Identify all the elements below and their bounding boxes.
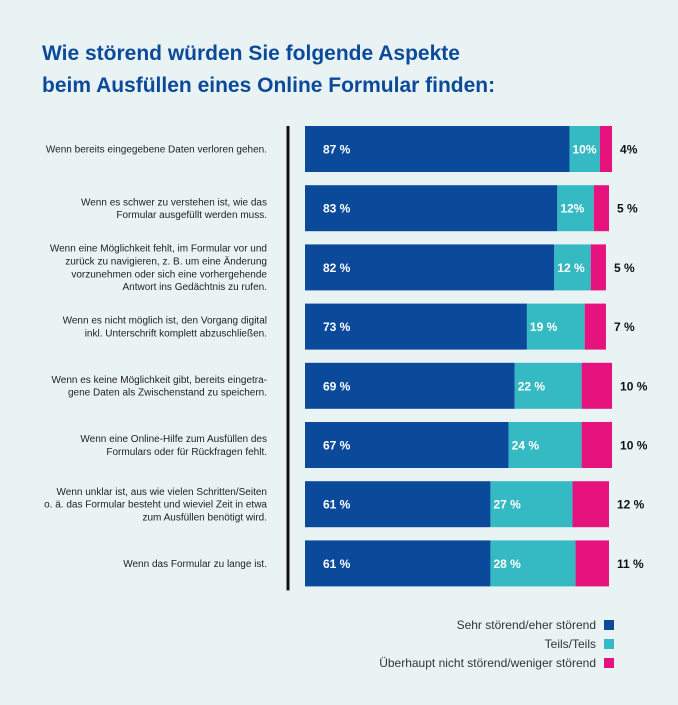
bar-sehr-2 bbox=[305, 185, 558, 232]
bar-ueberhaupt-1 bbox=[599, 126, 613, 172]
legend-swatch-teils bbox=[604, 639, 614, 649]
data-label-ueberhaupt-3: 5 % bbox=[614, 261, 635, 275]
legend-item-sehr: Sehr störend/eher störend bbox=[379, 616, 614, 634]
legend-swatch-sehr bbox=[604, 620, 614, 630]
legend-item-ueberhaupt: Überhaupt nicht störend/weniger störend bbox=[379, 654, 614, 672]
data-label-sehr-7: 61 % bbox=[323, 498, 351, 512]
data-label-teils-3: 12 % bbox=[557, 261, 585, 275]
category-label-5: Wenn es keine Möglichkeit gibt, bereits … bbox=[52, 375, 267, 399]
legend-item-teils: Teils/Teils bbox=[379, 635, 614, 653]
bar-teils-3 bbox=[554, 244, 591, 291]
bar-ueberhaupt-3 bbox=[590, 244, 606, 291]
category-label-7: Wenn unklar ist, aus wie vielen Schritte… bbox=[44, 487, 267, 524]
category-label-line: gene Daten als Zwischenstand zu speicher… bbox=[68, 388, 267, 399]
data-label-sehr-1: 87 % bbox=[323, 143, 351, 157]
data-label-ueberhaupt-5: 10 % bbox=[620, 379, 648, 393]
bar-ueberhaupt-2 bbox=[593, 185, 609, 232]
category-label-line: Formulars oder für Rückfragen fehlt. bbox=[106, 447, 267, 458]
stacked-bar-chart: Wenn bereits eingegebene Daten verloren … bbox=[44, 126, 648, 591]
bar-teils-1 bbox=[569, 126, 600, 172]
category-label-line: Wenn eine Online-Hilfe zum Ausfüllen des bbox=[80, 434, 267, 445]
bar-sehr-1 bbox=[305, 126, 570, 172]
bar-sehr-7 bbox=[305, 481, 491, 528]
category-label-line: Antwort ins Gedächtnis zu rufen. bbox=[122, 282, 267, 293]
bar-teils-6 bbox=[508, 422, 582, 468]
bar-teils-2 bbox=[557, 185, 594, 232]
data-label-sehr-6: 67 % bbox=[323, 439, 351, 453]
category-label-line: zum Ausfüllen benötigt wird. bbox=[142, 513, 267, 524]
chart-title-line-1: Wie störend würden Sie folgende Aspekte bbox=[42, 42, 460, 65]
legend-label-sehr: Sehr störend/eher störend bbox=[456, 618, 596, 632]
category-label-line: Wenn es keine Möglichkeit gibt, bereits … bbox=[52, 375, 267, 386]
bar-sehr-4 bbox=[305, 303, 527, 350]
bar-teils-7 bbox=[490, 481, 573, 528]
bar-ueberhaupt-6 bbox=[581, 422, 613, 468]
category-label-line: Wenn unklar ist, aus wie vielen Schritte… bbox=[57, 487, 267, 498]
bar-teils-5 bbox=[514, 362, 582, 409]
category-label-1: Wenn bereits eingegebene Daten verloren … bbox=[46, 145, 267, 156]
category-label-line: zurück zu navigieren, z. B. um eine Ände… bbox=[65, 256, 267, 268]
legend-swatch-ueberhaupt bbox=[604, 658, 614, 668]
category-label-6: Wenn eine Online-Hilfe zum Ausfüllen des… bbox=[80, 434, 267, 458]
bar-sehr-6 bbox=[305, 422, 509, 468]
legend-label-ueberhaupt: Überhaupt nicht störend/weniger störend bbox=[379, 656, 596, 670]
bar-sehr-3 bbox=[305, 244, 555, 291]
legend-label-teils: Teils/Teils bbox=[544, 637, 596, 651]
data-label-ueberhaupt-1: 4% bbox=[620, 143, 638, 157]
category-label-line: Formular ausgefüllt werden muss. bbox=[116, 210, 267, 221]
data-label-teils-6: 24 % bbox=[512, 439, 540, 453]
category-label-line: Wenn eine Möglichkeit fehlt, im Formular… bbox=[50, 244, 267, 255]
data-label-sehr-2: 83 % bbox=[323, 202, 351, 216]
data-label-sehr-3: 82 % bbox=[323, 261, 351, 275]
data-label-ueberhaupt-7: 12 % bbox=[617, 498, 645, 512]
data-label-sehr-4: 73 % bbox=[323, 320, 351, 334]
chart-legend: Sehr störend/eher störend Teils/Teils Üb… bbox=[379, 616, 614, 673]
bar-teils-4 bbox=[526, 303, 585, 350]
data-label-teils-4: 19 % bbox=[530, 320, 558, 334]
data-label-teils-2: 12% bbox=[560, 202, 584, 216]
bar-sehr-5 bbox=[305, 362, 515, 409]
category-label-line: Wenn es schwer zu verstehen ist, wie das bbox=[81, 197, 267, 208]
category-label-2: Wenn es schwer zu verstehen ist, wie das… bbox=[81, 197, 267, 221]
category-label-line: o. ä. das Formular besteht und wieviel Z… bbox=[44, 500, 267, 511]
data-label-teils-7: 27 % bbox=[493, 498, 521, 512]
data-label-teils-5: 22 % bbox=[518, 379, 546, 393]
data-label-sehr-8: 61 % bbox=[323, 557, 351, 571]
data-label-sehr-5: 69 % bbox=[323, 379, 351, 393]
category-label-8: Wenn das Formular zu lange ist. bbox=[123, 559, 267, 570]
category-label-4: Wenn es nicht möglich ist, den Vorgang d… bbox=[63, 316, 267, 340]
bar-sehr-8 bbox=[305, 540, 491, 587]
data-label-teils-8: 28 % bbox=[493, 557, 521, 571]
data-label-ueberhaupt-4: 7 % bbox=[614, 320, 635, 334]
category-label-line: inkl. Unterschrift komplett abzuschließe… bbox=[85, 329, 267, 340]
category-label-line: vorzunehmen oder sich eine vorhergehende bbox=[71, 269, 267, 280]
category-label-line: Wenn es nicht möglich ist, den Vorgang d… bbox=[63, 316, 267, 327]
data-label-ueberhaupt-8: 11 % bbox=[617, 557, 644, 571]
chart-title-line-2: beim Ausfüllen eines Online Formular fin… bbox=[42, 74, 496, 97]
bar-teils-8 bbox=[490, 540, 576, 587]
bar-ueberhaupt-5 bbox=[581, 362, 613, 409]
category-label-line: Wenn bereits eingegebene Daten verloren … bbox=[46, 145, 267, 156]
data-label-ueberhaupt-2: 5 % bbox=[617, 202, 638, 216]
chart-title: Wie störend würden Sie folgende Aspekte … bbox=[42, 38, 495, 102]
data-label-ueberhaupt-6: 10 % bbox=[620, 439, 648, 453]
bar-ueberhaupt-4 bbox=[584, 303, 606, 350]
category-label-3: Wenn eine Möglichkeit fehlt, im Formular… bbox=[50, 244, 268, 293]
category-label-line: Wenn das Formular zu lange ist. bbox=[123, 559, 267, 570]
data-label-teils-1: 10% bbox=[572, 143, 596, 157]
bar-ueberhaupt-7 bbox=[572, 481, 609, 528]
bar-ueberhaupt-8 bbox=[575, 540, 609, 587]
